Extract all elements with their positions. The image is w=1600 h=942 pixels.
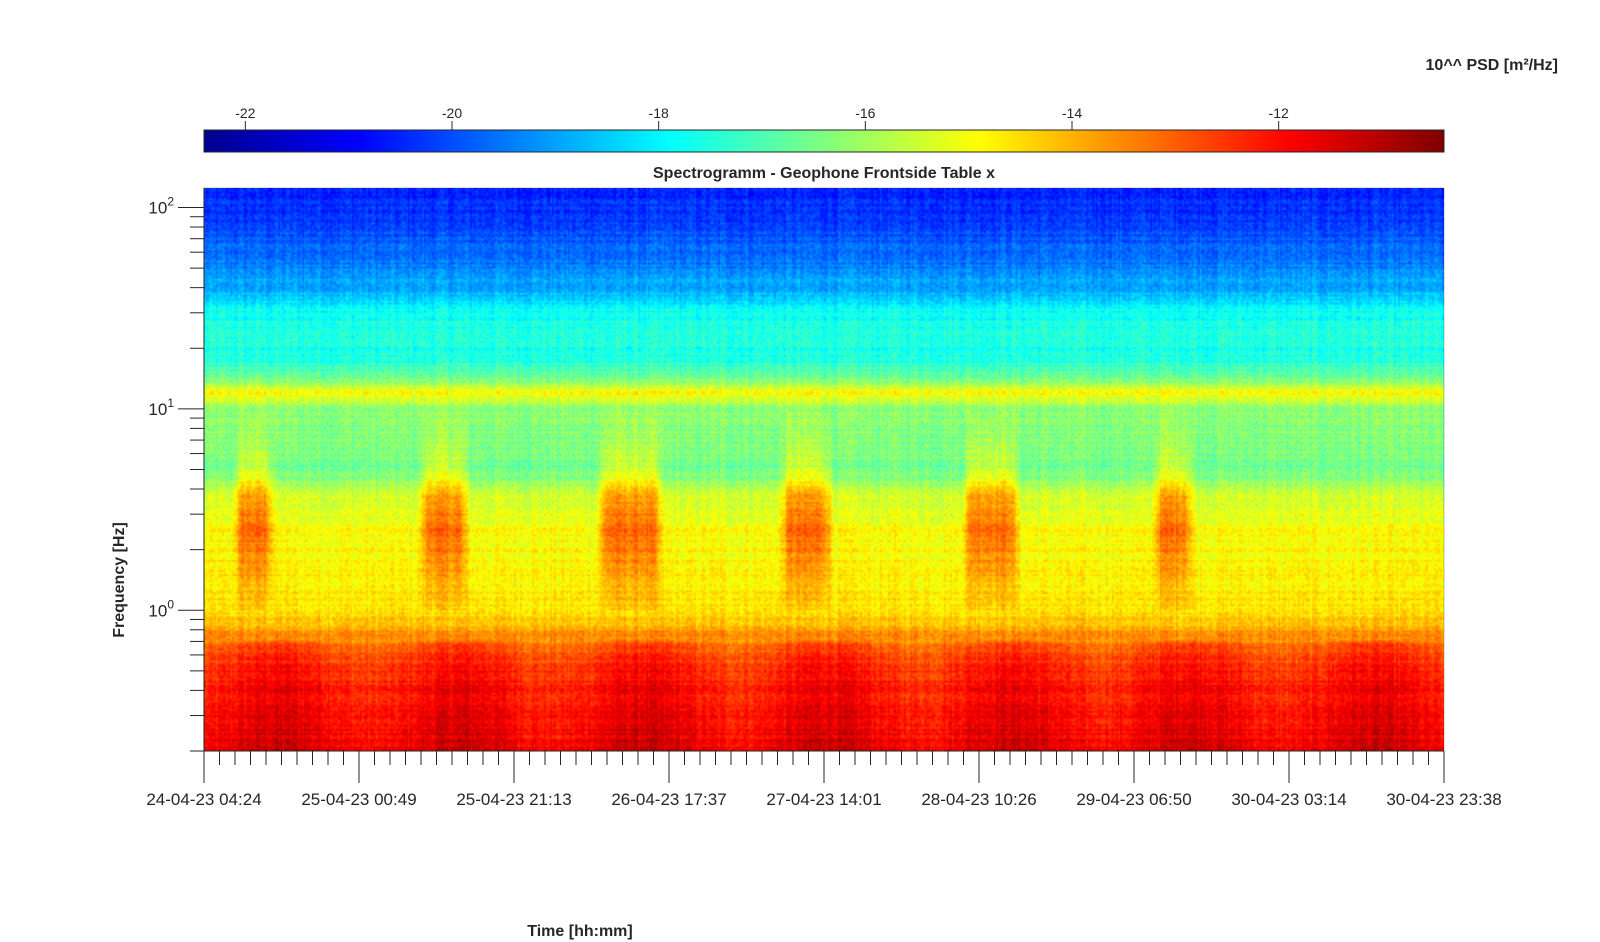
x-axis: 24-04-23 04:24 25-04-23 00:49 25-04-23 21:…: [146, 750, 1502, 809]
x-tick-label: 27-04-23 14:01: [766, 790, 881, 809]
colorbar-tick-label: -20: [442, 105, 462, 121]
colorbar-label: 10^^ PSD [m²/Hz]: [1426, 57, 1558, 74]
x-tick-label: 25-04-23 00:49: [301, 790, 416, 809]
x-tick-label: 24-04-23 04:24: [146, 790, 261, 809]
x-axis-label: Time [hh:mm]: [527, 923, 632, 940]
x-tick-label: 30-04-23 03:14: [1231, 790, 1346, 809]
x-tick-label: 29-04-23 06:50: [1076, 790, 1191, 809]
colorbar-tick-label: -16: [855, 105, 875, 121]
colorbar-tick-label: -14: [1062, 105, 1082, 121]
y-tick-label: 101: [148, 396, 174, 419]
colorbar-tick-label: -18: [649, 105, 669, 121]
x-tick-label: 28-04-23 10:26: [921, 790, 1036, 809]
colorbar-tick-label: -22: [235, 105, 255, 121]
chart-title: Spectrogramm - Geophone Frontside Table …: [653, 165, 995, 182]
colorbar-strip: [203, 129, 1445, 153]
y-tick-label: 102: [148, 195, 174, 218]
y-axis: 100 101 102: [148, 188, 205, 752]
x-tick-label: 26-04-23 17:37: [611, 790, 726, 809]
spectrogram-heatmap: [204, 188, 1444, 751]
colorbar-tick-label: -12: [1269, 105, 1289, 121]
x-tick-label: 30-04-23 23:38: [1386, 790, 1501, 809]
x-tick-label: 25-04-23 21:13: [456, 790, 571, 809]
y-tick-label: 100: [148, 597, 174, 620]
colorbar: -22 -20 -18 -16 -14 -12 10^^ PSD [m²/Hz]: [203, 57, 1558, 153]
plot-area: [203, 187, 1445, 752]
colorbar-ticks: -22 -20 -18 -16 -14 -12: [235, 105, 1289, 130]
y-axis-label: Frequency [Hz]: [111, 522, 128, 638]
